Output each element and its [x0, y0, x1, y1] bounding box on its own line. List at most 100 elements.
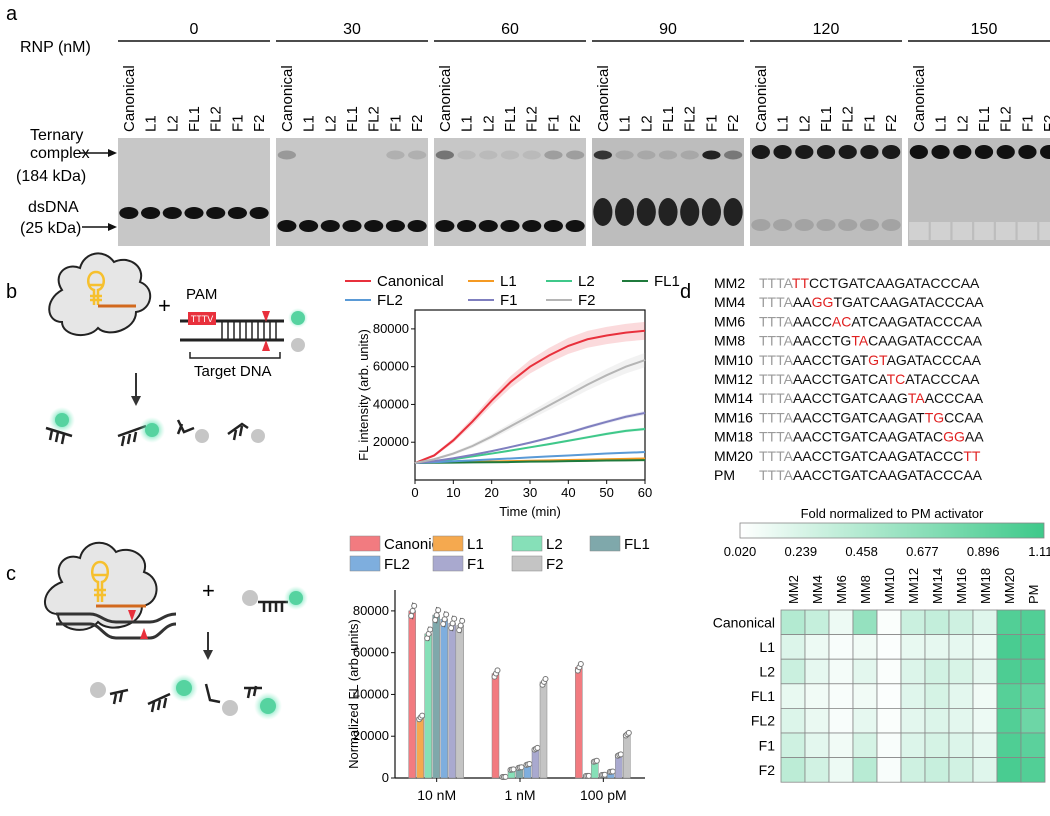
- gel-lane-label: F1: [861, 114, 878, 132]
- sequence-segment: TTTA: [759, 448, 794, 464]
- heatmap-cell: [1020, 683, 1046, 709]
- dna-fragment-2: [117, 424, 147, 447]
- sequence-text: TTTAAACCTGATCAAGATACGGAA: [759, 429, 984, 445]
- gel-lane-label: L1: [933, 115, 950, 132]
- heatmap-column-label: MM2: [786, 575, 801, 604]
- fluorescence-kinetics-chart: 0 10 20 30 40 50 60 20000 40000 60000 80000 Time (m…: [345, 273, 680, 519]
- sequence-name: MM12: [714, 371, 753, 387]
- sequence-name: PM: [714, 467, 735, 483]
- heatmap-row-label: Canonical: [713, 614, 775, 630]
- heatmap-cell: [1020, 732, 1046, 759]
- dsdna-band: [299, 220, 319, 232]
- gel-lane-label: F2: [725, 114, 742, 132]
- heatmap-cell: [996, 757, 1022, 783]
- ternary-band: [882, 145, 901, 159]
- sequence-segment: TT: [963, 448, 981, 464]
- bar-legend-swatch: [511, 535, 543, 552]
- bar-canonical: [575, 667, 583, 779]
- ternary-band: [544, 150, 563, 160]
- bar-replicate-point: [494, 667, 501, 674]
- gel-lane-label: L2: [638, 115, 655, 132]
- cas12a-schematic-c: +: [44, 541, 308, 720]
- heatmap-cell: [924, 609, 950, 636]
- bar-replicate-point: [409, 607, 416, 614]
- bar-replicate-point: [433, 612, 440, 619]
- legend-label: F1: [500, 292, 518, 309]
- heatmap-cell: [804, 732, 830, 759]
- heatmap-cell: [852, 757, 878, 783]
- sequence-segment: TG: [925, 409, 944, 425]
- heatmap-cell: [876, 609, 902, 636]
- heatmap-cell: [948, 708, 974, 734]
- bar-legend-label: F2: [546, 556, 564, 573]
- heatmap-cell: [1020, 634, 1046, 660]
- legend-label: L2: [578, 273, 595, 290]
- gel-lane-label: Canonical: [595, 65, 612, 132]
- bar-f1: [448, 623, 456, 779]
- heatmap-cell: [900, 609, 926, 636]
- bar-legend-label: L2: [546, 536, 563, 553]
- bar-replicate-point: [432, 616, 439, 623]
- sequence-name: MM4: [714, 294, 745, 310]
- sequence-segment: TTTA: [759, 409, 794, 425]
- sequence-segment: AC: [832, 313, 851, 329]
- heatmap-cell: [948, 757, 974, 783]
- heatmap-cell: [828, 708, 854, 734]
- heatmap-cell: [852, 683, 878, 709]
- dsdna-band: [881, 219, 901, 231]
- sequence-segment: AACCTGAT: [793, 352, 869, 368]
- sequence-name: MM10: [714, 352, 753, 368]
- heatmap-cell: [876, 732, 902, 759]
- heatmap-cell: [1020, 609, 1046, 636]
- bar-replicate-point: [427, 626, 434, 633]
- dsdna-label-line1: dsDNA: [28, 199, 79, 216]
- heatmap-cell: [900, 683, 926, 709]
- bar-replicate-point: [440, 621, 447, 628]
- ternary-band: [435, 150, 454, 160]
- panel-d-letter: d: [680, 281, 691, 303]
- heatmap-column-label: MM14: [930, 568, 945, 604]
- heatmap-cell: [828, 732, 854, 759]
- heatmap-cell: [876, 658, 902, 685]
- sequence-text: TTTAAACCTGATCAAGATTGCCAA: [759, 409, 984, 425]
- ternary-label-line2: complex: [30, 145, 90, 162]
- heatmap-column-label: MM18: [978, 568, 993, 604]
- bar-f2: [623, 733, 631, 779]
- heatmap-cell: [900, 634, 926, 660]
- crrna-hairpin-icon-c: [91, 560, 109, 602]
- dsdna-band: [773, 219, 793, 231]
- dsdna-band: [680, 198, 700, 226]
- gel-lane-label: FL1: [502, 106, 519, 132]
- ternary-band: [408, 150, 427, 160]
- pam-box: [188, 312, 216, 325]
- gel-lane-label: L2: [954, 115, 971, 132]
- dsdna-label-line2: (25 kDa): [20, 220, 81, 237]
- dsdna-band: [751, 219, 771, 231]
- x-tick-label: 60: [638, 485, 652, 500]
- sequence-segment: TTTA: [759, 333, 794, 349]
- heatmap-cell: [972, 609, 998, 636]
- dsdna-band: [407, 220, 427, 232]
- gel-concentration-label: 30: [343, 21, 361, 38]
- sequence-name: MM20: [714, 448, 753, 464]
- heatmap-cell: [828, 757, 854, 783]
- series-confidence-band: [415, 352, 645, 465]
- cas12a-schematic-b: + PAM TTTV Target DNA: [45, 252, 308, 447]
- gel-lane-label: F2: [567, 114, 584, 132]
- bar-l1: [416, 717, 424, 779]
- dsdna-band: [141, 207, 161, 219]
- gel-lane-label: F2: [409, 114, 426, 132]
- heatmap-cell: [852, 609, 878, 636]
- heatmap-cell: [876, 683, 902, 709]
- ternary-label-line3: (184 kDa): [16, 168, 86, 185]
- pam-sequence: TTTV: [191, 314, 214, 324]
- heatmap-row-label: F2: [759, 762, 776, 778]
- target-dna-bracket: [189, 352, 281, 359]
- bar-legend-label: F1: [467, 556, 485, 573]
- gel-lane-label: F2: [251, 114, 268, 132]
- heatmap-cell: [972, 683, 998, 709]
- bar-fl2: [440, 618, 448, 779]
- dsdna-band: [593, 198, 613, 226]
- gel-lane-label: Canonical: [121, 65, 138, 132]
- legend-label: F2: [578, 292, 596, 309]
